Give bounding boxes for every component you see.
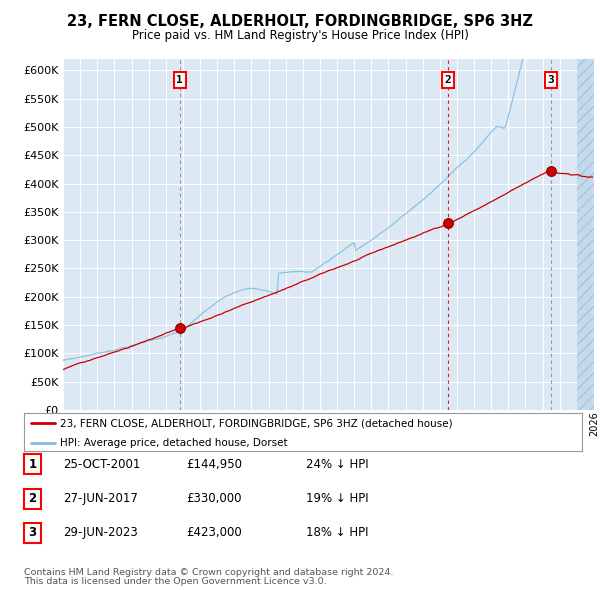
Text: 18% ↓ HPI: 18% ↓ HPI — [306, 526, 368, 539]
Text: 29-JUN-2023: 29-JUN-2023 — [63, 526, 138, 539]
Text: 3: 3 — [548, 75, 554, 85]
Text: Price paid vs. HM Land Registry's House Price Index (HPI): Price paid vs. HM Land Registry's House … — [131, 29, 469, 42]
Text: £330,000: £330,000 — [186, 492, 241, 505]
Text: 1: 1 — [28, 458, 37, 471]
Text: 3: 3 — [28, 526, 37, 539]
Bar — [577, 59, 600, 410]
Text: 19% ↓ HPI: 19% ↓ HPI — [306, 492, 368, 505]
Text: 23, FERN CLOSE, ALDERHOLT, FORDINGBRIDGE, SP6 3HZ: 23, FERN CLOSE, ALDERHOLT, FORDINGBRIDGE… — [67, 14, 533, 30]
Text: 24% ↓ HPI: 24% ↓ HPI — [306, 458, 368, 471]
Text: HPI: Average price, detached house, Dorset: HPI: Average price, detached house, Dors… — [60, 438, 288, 448]
Text: £144,950: £144,950 — [186, 458, 242, 471]
Text: 25-OCT-2001: 25-OCT-2001 — [63, 458, 140, 471]
Text: Contains HM Land Registry data © Crown copyright and database right 2024.: Contains HM Land Registry data © Crown c… — [24, 568, 394, 577]
Text: 27-JUN-2017: 27-JUN-2017 — [63, 492, 138, 505]
Text: 2: 2 — [28, 492, 37, 505]
Text: £423,000: £423,000 — [186, 526, 242, 539]
Text: 1: 1 — [176, 75, 183, 85]
Text: 23, FERN CLOSE, ALDERHOLT, FORDINGBRIDGE, SP6 3HZ (detached house): 23, FERN CLOSE, ALDERHOLT, FORDINGBRIDGE… — [60, 418, 453, 428]
Text: 2: 2 — [445, 75, 452, 85]
Text: This data is licensed under the Open Government Licence v3.0.: This data is licensed under the Open Gov… — [24, 578, 326, 586]
